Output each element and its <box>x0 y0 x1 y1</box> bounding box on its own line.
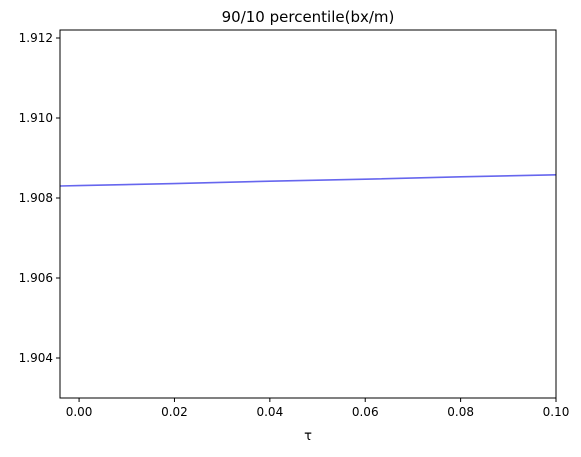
x-tick-label: 0.10 <box>543 405 570 419</box>
y-tick-label: 1.912 <box>19 31 53 45</box>
y-tick-label: 1.910 <box>19 111 53 125</box>
plot-frame <box>59 29 557 399</box>
x-axis: 0.00 0.02 0.04 0.06 0.08 0.10 <box>66 398 570 419</box>
x-axis-label: τ <box>304 429 312 444</box>
x-tick-label: 0.02 <box>161 405 188 419</box>
y-axis: 1.904 1.906 1.908 1.910 1.912 <box>19 31 60 365</box>
y-tick-label: 1.906 <box>19 271 53 285</box>
chart-title: 90/10 percentile(bx/m) <box>222 8 395 26</box>
y-tick-label: 1.908 <box>19 191 53 205</box>
y-tick-label: 1.904 <box>19 351 53 365</box>
x-tick-label: 0.00 <box>66 405 93 419</box>
x-tick-label: 0.06 <box>352 405 379 419</box>
x-tick-label: 0.04 <box>256 405 283 419</box>
series-line <box>59 174 557 187</box>
x-tick-label: 0.08 <box>447 405 474 419</box>
series-layer <box>59 174 557 187</box>
